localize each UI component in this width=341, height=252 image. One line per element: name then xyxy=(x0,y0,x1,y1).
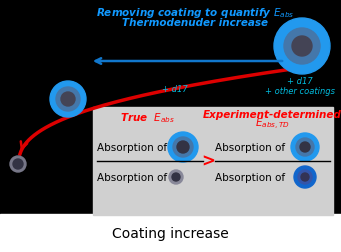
Text: True  $E_{abs}$: True $E_{abs}$ xyxy=(120,111,176,124)
Text: Absorption of: Absorption of xyxy=(97,142,167,152)
Text: Absorption of: Absorption of xyxy=(97,172,167,182)
Text: Coating increase: Coating increase xyxy=(112,226,229,240)
Circle shape xyxy=(298,170,312,184)
Circle shape xyxy=(300,142,310,152)
Circle shape xyxy=(292,37,312,57)
Text: Removing coating to quantify $E_{abs}$: Removing coating to quantify $E_{abs}$ xyxy=(96,6,294,20)
Text: Absorption of: Absorption of xyxy=(215,142,285,152)
Circle shape xyxy=(56,88,80,112)
Circle shape xyxy=(284,29,320,65)
Circle shape xyxy=(177,141,189,153)
Text: + d17: + d17 xyxy=(162,85,188,94)
Circle shape xyxy=(61,93,75,107)
Circle shape xyxy=(172,173,180,181)
Bar xyxy=(0,214,341,252)
Circle shape xyxy=(296,138,314,156)
Circle shape xyxy=(13,159,23,169)
Circle shape xyxy=(50,82,86,117)
Bar xyxy=(0,0,341,214)
Circle shape xyxy=(274,19,330,75)
Bar xyxy=(93,108,333,215)
Circle shape xyxy=(10,156,26,172)
Circle shape xyxy=(301,173,309,181)
Text: >: > xyxy=(201,152,215,170)
Text: $E_{abs,TD}$: $E_{abs,TD}$ xyxy=(255,116,290,131)
Text: Experiment-determined: Experiment-determined xyxy=(203,110,341,119)
Text: Absorption of: Absorption of xyxy=(215,172,285,182)
Circle shape xyxy=(294,166,316,188)
Circle shape xyxy=(291,134,319,161)
Circle shape xyxy=(173,137,193,158)
Circle shape xyxy=(168,133,198,162)
Text: + other coatings: + other coatings xyxy=(265,86,335,95)
Text: + d17: + d17 xyxy=(287,77,313,86)
Circle shape xyxy=(169,170,183,184)
Text: Thermodenuder increase: Thermodenuder increase xyxy=(122,18,268,28)
